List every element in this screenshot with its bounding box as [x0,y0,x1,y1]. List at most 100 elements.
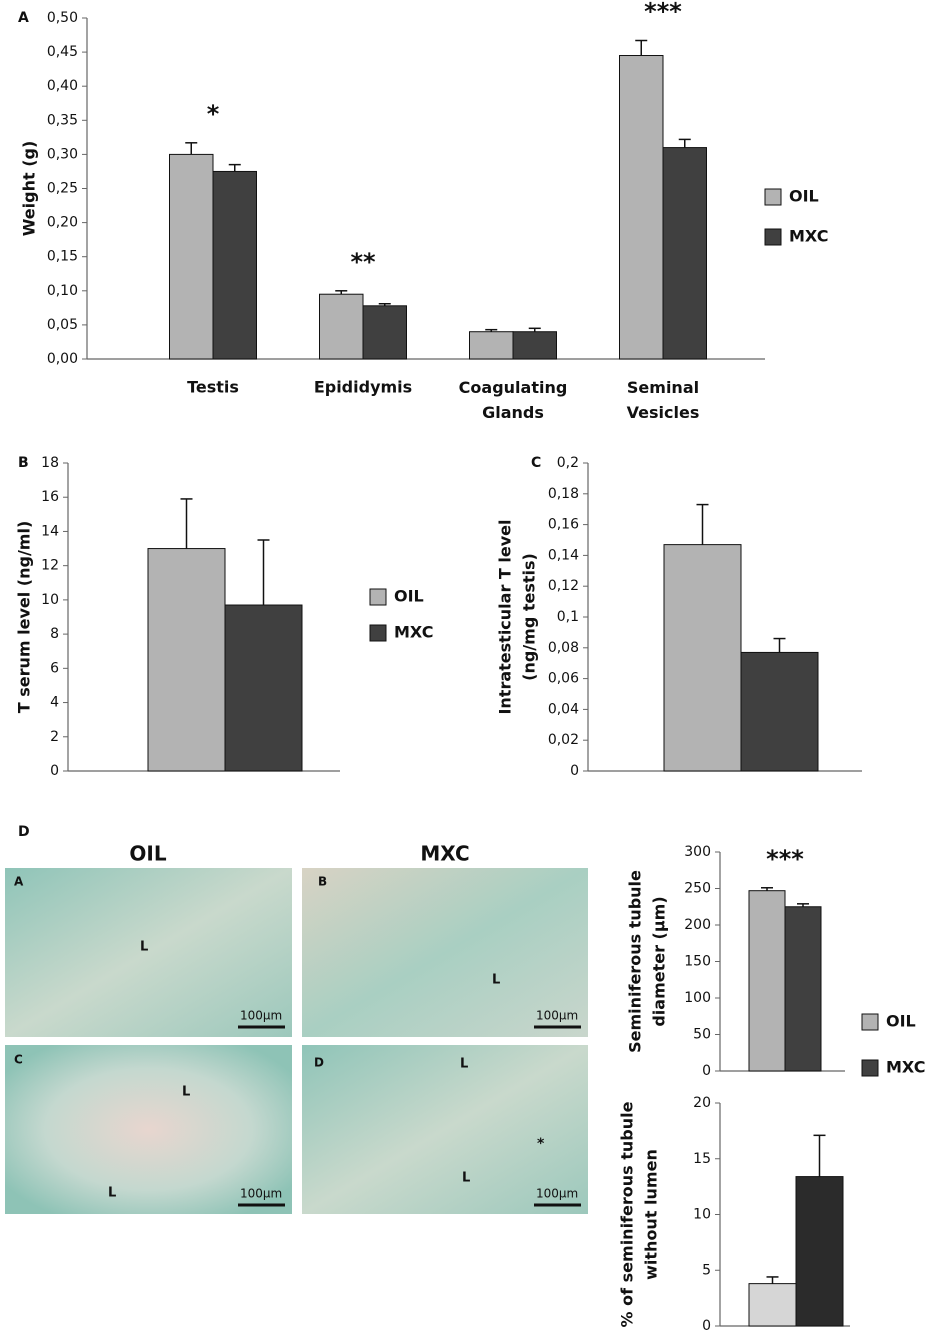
column-header: OIL [129,842,166,866]
panel-label: C [531,455,541,471]
y-tick-label: 0,05 [47,317,78,333]
lumen-mark: L [460,1057,468,1072]
y-tick-label: 50 [693,1027,711,1043]
y-tick-label: 8 [50,626,59,642]
y-tick-label: 16 [41,489,59,505]
bar [169,153,214,360]
legend-label: OIL [789,187,819,206]
y-axis-label: (ng/mg testis) [520,553,539,681]
y-tick-label: 18 [41,455,59,471]
y-tick-label: 0,50 [47,10,78,26]
y-tick-label: 0 [50,763,59,779]
legend-swatch [764,228,782,246]
y-tick-label: 20 [693,1095,711,1111]
legend-label: OIL [886,1012,916,1031]
micrographs: D OIL MXC A L 100μm B L 100μm C L L 100μ… [5,824,588,1214]
legend-label: MXC [789,227,828,246]
legend-label: MXC [886,1058,925,1077]
y-axis-label: Intratesticular T level [496,519,515,714]
y-tick-label: 0,45 [47,44,78,60]
legend-label: OIL [394,587,424,606]
y-axis-label: % of seminiferous tubule [618,1101,637,1327]
y-tick-label: 0,18 [548,486,579,502]
bar [663,544,742,772]
legend-swatch [861,1059,879,1077]
y-tick-label: 0,30 [47,146,78,162]
y-tick-label: 0,25 [47,181,78,197]
bar [619,55,664,360]
bar [512,331,557,360]
image-letter: B [318,875,327,889]
y-tick-label: 4 [50,695,59,711]
y-tick-label: 0 [702,1318,711,1334]
y-tick-label: 0,10 [47,283,78,299]
significance: *** [644,0,682,26]
bar [469,331,514,360]
bar [662,147,707,360]
bar [147,548,226,772]
legend-swatch [369,588,387,606]
y-tick-label: 15 [693,1151,711,1167]
micrograph [302,868,588,1037]
y-tick-label: 14 [41,523,59,539]
y-tick-label: 10 [41,592,59,608]
significance: * [207,100,220,128]
y-tick-label: 0,12 [548,578,579,594]
bar [740,651,819,772]
y-tick-label: 100 [684,990,711,1006]
y-tick-label: 0 [570,763,579,779]
bar [748,890,786,1072]
y-axis-label: without lumen [642,1149,661,1280]
y-tick-label: 0,16 [548,517,579,533]
bar [748,1283,797,1327]
y-tick-label: 0 [702,1063,711,1079]
bar [362,305,407,360]
legend-label: MXC [394,623,433,642]
y-axis-label: Weight (g) [20,141,39,237]
x-tick-label: Testis [187,378,239,397]
micrograph [5,868,292,1037]
y-tick-label: 250 [684,881,711,897]
image-letter: A [14,875,24,889]
image-letter: D [314,1056,324,1070]
significance: ** [350,248,376,276]
scale-label: 100μm [240,1187,282,1201]
panel-label: D [18,824,30,840]
y-tick-label: 12 [41,558,59,574]
y-tick-label: 150 [684,954,711,970]
y-tick-label: 0,00 [47,351,78,367]
y-tick-label: 0,02 [548,732,579,748]
panel-label: B [18,455,29,471]
bar [795,1176,844,1327]
legend-swatch [861,1013,879,1031]
x-tick-label: Coagulating Glands [459,378,568,422]
significance: *** [766,845,804,873]
micrograph [302,1045,588,1214]
bar [319,293,364,360]
y-tick-label: 0,06 [548,671,579,687]
lumen-mark: * [537,1136,545,1152]
y-tick-label: 0,04 [548,701,579,717]
y-tick-label: 0,08 [548,640,579,656]
lumen-mark: L [462,1171,470,1186]
panel-label: A [18,10,29,26]
y-tick-label: 0,2 [557,455,579,471]
scale-label: 100μm [536,1187,578,1201]
y-tick-label: 0,35 [47,112,78,128]
y-tick-label: 0,40 [47,78,78,94]
y-tick-label: 0,14 [548,547,579,563]
y-axis-label: T serum level (ng/ml) [15,521,34,714]
y-tick-label: 5 [702,1262,711,1278]
y-tick-label: 2 [50,729,59,745]
y-tick-label: 0,1 [557,609,579,625]
micrograph [5,1045,292,1214]
y-tick-label: 6 [50,660,59,676]
scale-label: 100μm [240,1009,282,1023]
legend-swatch [369,624,387,642]
y-axis-label: Seminiferous tubule [626,870,645,1053]
lumen-mark: L [182,1085,190,1100]
scale-label: 100μm [536,1009,578,1023]
y-tick-label: 300 [684,844,711,860]
bar [784,906,822,1072]
